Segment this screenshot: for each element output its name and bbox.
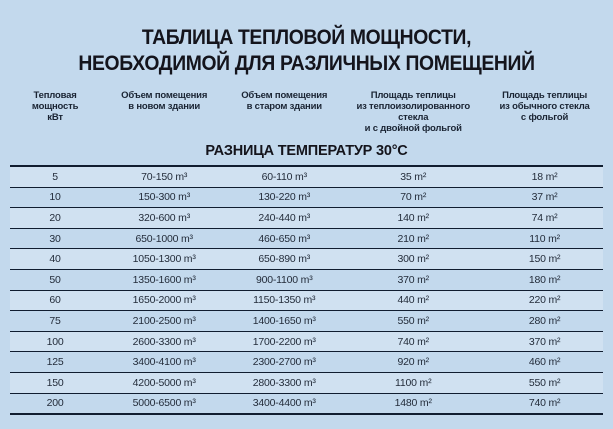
cell-volume-new-building: 650-1000 m³ — [135, 232, 193, 245]
cell-area-insulated-glass: 370 m² — [397, 273, 429, 286]
cell-area-plain-glass: 280 m² — [528, 314, 561, 327]
cell-area-plain-glass: 180 m² — [528, 273, 561, 286]
cell-volume-old-building: 460-650 m³ — [258, 232, 311, 245]
cell-volume-old-building: 60-110 m³ — [261, 170, 307, 183]
column-headers: Тепловая мощность кВт Объем помещения в … — [0, 90, 613, 134]
cell-volume-new-building: 150-300 m³ — [138, 191, 191, 204]
cell-volume-old-building: 3400-4400 m³ — [252, 397, 316, 410]
cell-power-kw: 40 — [49, 253, 61, 266]
cell-volume-old-building: 1700-2200 m³ — [252, 335, 316, 348]
table-row: 100 2600-3300 m³ 1700-2200 m³ 740 m² 370… — [10, 331, 603, 352]
cell-area-insulated-glass: 740 m² — [397, 335, 429, 348]
table-row: 10 150-300 m³ 130-220 m³ 70 m² 37 m² — [10, 187, 603, 208]
cell-volume-new-building: 5000-6500 m³ — [132, 397, 196, 410]
cell-power-kw: 50 — [49, 273, 61, 286]
cell-area-plain-glass: 220 m² — [528, 294, 561, 307]
heat-power-table: 5 70-150 m³ 60-110 m³ 35 m² 18 m² 10 150… — [10, 165, 603, 415]
cell-power-kw: 20 — [49, 211, 61, 224]
cell-area-insulated-glass: 35 m² — [400, 170, 427, 183]
cell-volume-new-building: 2600-3300 m³ — [132, 335, 196, 348]
cell-power-kw: 10 — [49, 191, 61, 204]
column-header-volume-old-building: Объем помещения в старом здании — [241, 90, 328, 112]
column-header-greenhouse-area-insulated-glass: Площадь теплицы из теплоизолированного с… — [356, 90, 470, 134]
table-row: 150 4200-5000 m³ 2800-3300 m³ 1100 m² 55… — [10, 372, 603, 394]
cell-area-plain-glass: 110 m² — [529, 232, 560, 245]
cell-area-plain-glass: 740 m² — [528, 397, 561, 410]
table-row: 60 1650-2000 m³ 1150-1350 m³ 440 m² 220 … — [10, 290, 603, 311]
cell-area-plain-glass: 74 m² — [531, 211, 558, 224]
page-title: ТАБЛИЦА ТЕПЛОВОЙ МОЩНОСТИ, НЕОБХОДИМОЙ Д… — [31, 24, 583, 76]
cell-power-kw: 150 — [46, 376, 64, 389]
column-header-power-kw: Тепловая мощность кВт — [31, 90, 79, 123]
cell-volume-old-building: 2300-2700 m³ — [252, 356, 316, 369]
table-row: 75 2100-2500 m³ 1400-1650 m³ 550 m² 280 … — [10, 310, 603, 332]
cell-power-kw: 200 — [46, 397, 64, 410]
cell-volume-old-building: 650-890 m³ — [258, 253, 311, 266]
cell-power-kw: 60 — [49, 294, 61, 307]
cell-area-insulated-glass: 210 m² — [397, 232, 429, 245]
cell-volume-new-building: 1650-2000 m³ — [132, 294, 196, 307]
table-row: 40 1050-1300 m³ 650-890 m³ 300 m² 150 m² — [10, 248, 603, 270]
cell-volume-new-building: 320-600 m³ — [138, 211, 191, 224]
cell-area-insulated-glass: 140 m² — [397, 211, 429, 224]
cell-area-plain-glass: 18 m² — [531, 170, 558, 183]
title-line-2: НЕОБХОДИМОЙ ДЛЯ РАЗЛИЧНЫХ ПОМЕЩЕНИЙ — [78, 51, 535, 75]
cell-power-kw: 5 — [52, 170, 58, 183]
cell-volume-new-building: 70-150 m³ — [141, 170, 188, 183]
cell-area-insulated-glass: 550 m² — [397, 314, 429, 327]
table-row: 30 650-1000 m³ 460-650 m³ 210 m² 110 m² — [10, 228, 603, 249]
cell-area-insulated-glass: 1100 m² — [395, 376, 432, 389]
cell-area-insulated-glass: 70 m² — [400, 191, 427, 204]
cell-power-kw: 75 — [49, 314, 61, 327]
table-row: 200 5000-6500 m³ 3400-4400 m³ 1480 m² 74… — [10, 393, 603, 415]
cell-power-kw: 30 — [49, 232, 61, 245]
cell-area-plain-glass: 150 m² — [528, 253, 561, 266]
table-row: 5 70-150 m³ 60-110 m³ 35 m² 18 m² — [10, 166, 603, 188]
table-row: 20 320-600 m³ 240-440 m³ 140 m² 74 m² — [10, 207, 603, 229]
cell-volume-old-building: 130-220 m³ — [258, 191, 311, 204]
cell-area-plain-glass: 460 m² — [528, 356, 561, 369]
cell-volume-old-building: 2800-3300 m³ — [252, 376, 316, 389]
cell-volume-new-building: 3400-4100 m³ — [132, 356, 196, 369]
cell-area-insulated-glass: 920 m² — [397, 356, 429, 369]
cell-volume-old-building: 1400-1650 m³ — [252, 314, 316, 327]
cell-area-plain-glass: 550 m² — [528, 376, 561, 389]
cell-area-plain-glass: 37 m² — [531, 191, 558, 204]
cell-power-kw: 125 — [46, 356, 64, 369]
cell-area-plain-glass: 370 m² — [528, 335, 561, 348]
column-header-volume-new-building: Объем помещения в новом здании — [121, 90, 208, 112]
cell-volume-new-building: 2100-2500 m³ — [132, 314, 196, 327]
cell-volume-old-building: 1150-1350 m³ — [253, 294, 316, 307]
cell-area-insulated-glass: 440 m² — [397, 294, 429, 307]
cell-volume-new-building: 1350-1600 m³ — [132, 273, 196, 286]
cell-volume-old-building: 900-1100 m³ — [255, 273, 313, 286]
cell-volume-new-building: 4200-5000 m³ — [132, 376, 196, 389]
heat-power-table-body: 5 70-150 m³ 60-110 m³ 35 m² 18 m² 10 150… — [10, 166, 603, 415]
table-row: 125 3400-4100 m³ 2300-2700 m³ 920 m² 460… — [10, 351, 603, 373]
cell-volume-old-building: 240-440 m³ — [258, 211, 311, 224]
cell-area-insulated-glass: 1480 m² — [394, 397, 432, 410]
temperature-difference-subtitle: РАЗНИЦА ТЕМПЕРАТУР 30°С — [205, 143, 408, 159]
title-line-1: ТАБЛИЦА ТЕПЛОВОЙ МОЩНОСТИ, — [141, 25, 472, 49]
table-row: 50 1350-1600 m³ 900-1100 m³ 370 m² 180 m… — [10, 269, 603, 290]
cell-power-kw: 100 — [46, 335, 64, 348]
column-header-greenhouse-area-plain-glass: Площадь теплицы из обычного стекла с фол… — [499, 90, 590, 123]
cell-area-insulated-glass: 300 m² — [397, 253, 429, 266]
cell-volume-new-building: 1050-1300 m³ — [132, 253, 196, 266]
